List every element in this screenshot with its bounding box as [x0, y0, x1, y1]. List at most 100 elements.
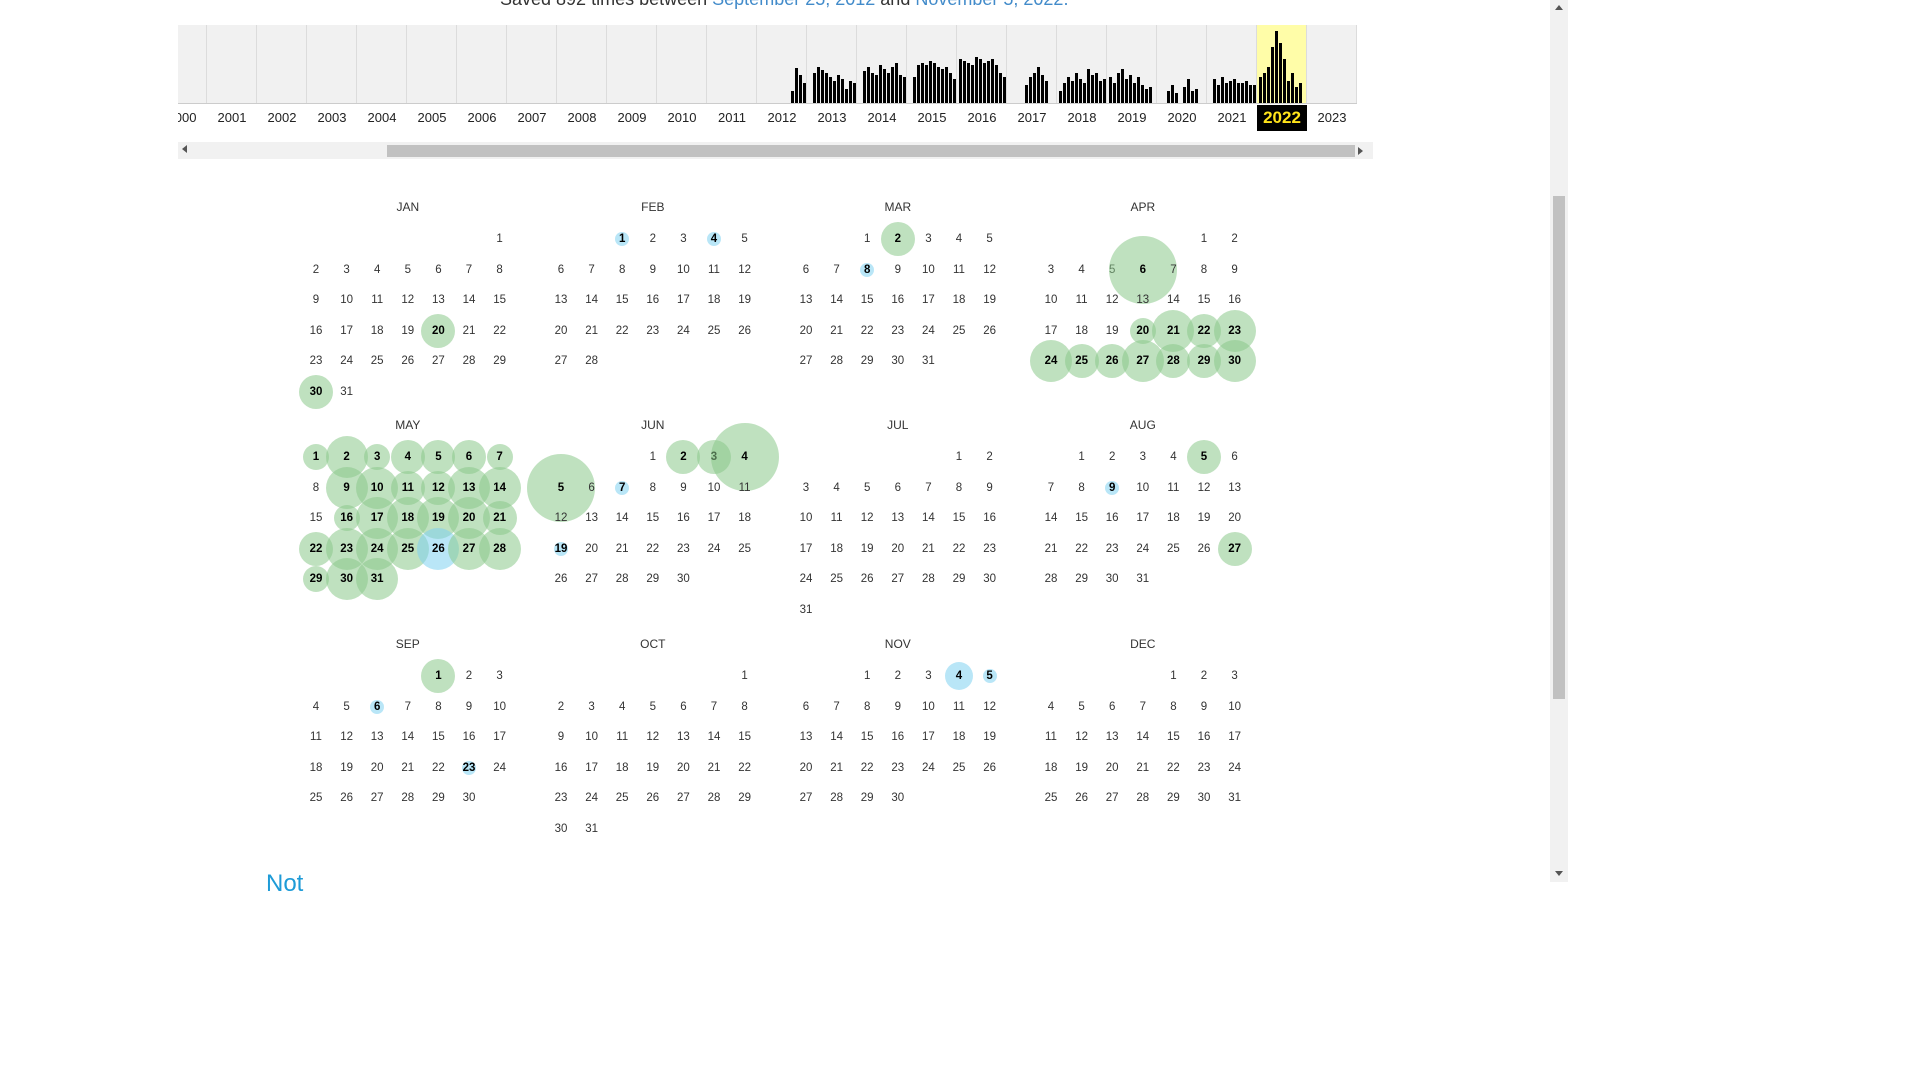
calendar-day[interactable]: 28	[1166, 355, 1180, 368]
calendar-day[interactable]: 31	[370, 573, 384, 586]
capture-bubble[interactable]	[462, 760, 476, 775]
capture-bubble[interactable]	[303, 566, 329, 593]
year-2015[interactable]: 2015	[917, 110, 947, 125]
calendar-day[interactable]: 7	[618, 481, 626, 494]
capture-bubble[interactable]	[982, 669, 997, 683]
calendar-day[interactable]: 27	[462, 542, 476, 555]
calendar-day[interactable]: 29	[309, 573, 323, 586]
calendar-day[interactable]: 27	[1136, 355, 1150, 368]
calendar-day[interactable]: 27	[1228, 542, 1241, 555]
calendar-day[interactable]: 7	[496, 451, 503, 463]
year-2002[interactable]: 2002	[267, 110, 297, 125]
capture-bubble[interactable]	[486, 444, 513, 470]
page-scrollbar[interactable]	[1550, 0, 1568, 882]
calendar-day[interactable]: 23	[462, 761, 476, 774]
year-2004[interactable]: 2004	[367, 110, 397, 125]
scroll-right-arrow-icon[interactable]	[1358, 147, 1363, 155]
calendar-day[interactable]: 28	[493, 542, 506, 555]
page-scroll-thumb[interactable]	[1553, 196, 1565, 699]
calendar-day[interactable]: 6	[373, 700, 381, 713]
capture-bubble[interactable]	[1187, 440, 1221, 474]
calendar-day[interactable]: 2	[894, 233, 901, 245]
capture-bubble[interactable]	[390, 440, 425, 474]
capture-bubble[interactable]	[1108, 235, 1177, 304]
calendar-day[interactable]: 1	[312, 451, 320, 463]
year-2019[interactable]: 2019	[1117, 110, 1147, 125]
year-2005[interactable]: 2005	[417, 110, 447, 125]
capture-bubble[interactable]	[364, 444, 391, 470]
calendar-day[interactable]: 4	[741, 451, 748, 463]
calendar-day[interactable]: 20	[1136, 324, 1150, 337]
calendar-day[interactable]: 29	[1197, 355, 1211, 368]
calendar-day[interactable]: 22	[309, 542, 323, 555]
calendar-day[interactable]: 23	[1228, 324, 1241, 337]
calendar-day[interactable]: 20	[462, 512, 476, 525]
year-2023[interactable]: 2023	[1317, 110, 1347, 125]
capture-bubble[interactable]	[370, 699, 385, 714]
capture-bubble[interactable]	[1156, 344, 1191, 379]
last-capture-link[interactable]: November 5, 2022.	[915, 0, 1068, 9]
year-2011[interactable]: 2011	[718, 110, 746, 125]
calendar-day[interactable]: 4	[955, 670, 963, 682]
calendar-day[interactable]: 14	[493, 481, 506, 494]
capture-bubble[interactable]	[860, 262, 875, 277]
year-2014[interactable]: 2014	[867, 110, 897, 125]
year-2001[interactable]: 2001	[217, 110, 247, 125]
capture-bubble[interactable]	[1105, 480, 1120, 495]
capture-bubble[interactable]	[1213, 340, 1256, 383]
capture-bubble[interactable]	[710, 423, 779, 491]
capture-bubble[interactable]	[527, 453, 595, 522]
calendar-day[interactable]: 21	[1166, 324, 1180, 337]
calendar-day[interactable]: 23	[340, 542, 353, 555]
year-2006[interactable]: 2006	[467, 110, 497, 125]
calendar-day[interactable]: 24	[370, 542, 384, 555]
capture-bubble[interactable]	[1064, 344, 1099, 379]
calendar-day[interactable]: 19	[554, 542, 568, 555]
capture-bubble[interactable]	[333, 505, 360, 532]
year-2009[interactable]: 2009	[617, 110, 647, 125]
scroll-down-arrow-icon[interactable]	[1555, 871, 1563, 876]
calendar-day[interactable]: 1	[435, 670, 442, 682]
timeline-scrollbar[interactable]	[178, 142, 1373, 159]
calendar-day[interactable]: 18	[401, 512, 415, 525]
capture-bubble[interactable]	[880, 222, 915, 256]
calendar-day[interactable]: 25	[1075, 355, 1088, 368]
year-2018[interactable]: 2018	[1067, 110, 1097, 125]
year-2000[interactable]: 2000	[178, 110, 197, 125]
capture-bubble[interactable]	[707, 232, 721, 246]
capture-bubble[interactable]	[421, 440, 456, 474]
calendar-day[interactable]: 9	[343, 481, 350, 494]
calendar-day[interactable]: 11	[401, 481, 414, 494]
year-2013[interactable]: 2013	[817, 110, 847, 125]
calendar-day[interactable]: 4	[404, 451, 411, 463]
year-2016[interactable]: 2016	[967, 110, 997, 125]
calendar-day[interactable]: 3	[373, 451, 381, 463]
calendar-day[interactable]: 6	[465, 451, 473, 463]
calendar-day[interactable]: 2	[343, 451, 350, 463]
year-2017[interactable]: 2017	[1017, 110, 1047, 125]
calendar-day[interactable]: 5	[557, 481, 565, 494]
calendar-day[interactable]: 8	[863, 263, 871, 276]
calendar-day[interactable]: 16	[340, 512, 353, 525]
calendar-day[interactable]: 6	[1139, 263, 1146, 276]
capture-bubble[interactable]	[945, 662, 973, 690]
calendar-day[interactable]: 21	[493, 512, 506, 525]
year-selector[interactable]: 2000 2001 2002 2003 2004 2005 2006 2007 2008 2009…	[178, 105, 1357, 131]
calendar-day[interactable]: 19	[431, 512, 445, 525]
capture-bubble[interactable]	[615, 480, 630, 495]
calendar-day[interactable]: 26	[431, 542, 445, 555]
capture-bubble[interactable]	[615, 232, 630, 246]
calendar-day[interactable]: 13	[462, 481, 476, 494]
capture-bubble[interactable]	[1217, 531, 1252, 566]
capture-bubble[interactable]	[478, 527, 521, 570]
calendar-day[interactable]: 10	[370, 481, 384, 494]
calendar-day[interactable]: 30	[1228, 355, 1241, 368]
calendar-day[interactable]: 22	[1197, 324, 1211, 337]
calendar-day[interactable]: 9	[1108, 481, 1116, 494]
calendar-day[interactable]: 4	[710, 233, 718, 245]
calendar-day[interactable]: 1	[618, 233, 626, 245]
calendar-day[interactable]: 5	[1200, 451, 1208, 463]
scroll-up-arrow-icon[interactable]	[1555, 5, 1563, 10]
calendar-day[interactable]: 17	[370, 512, 384, 525]
calendar-day[interactable]: 2	[680, 451, 687, 463]
